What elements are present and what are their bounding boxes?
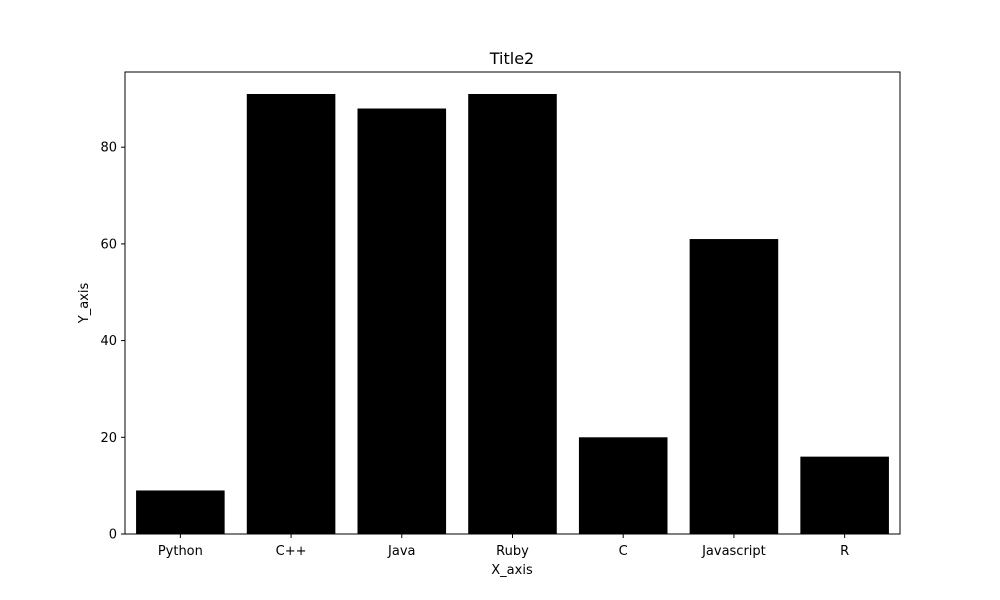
y-axis-title: Y_axis xyxy=(77,283,92,325)
x-tick-label: Javascript xyxy=(701,544,766,559)
y-tick-label: 80 xyxy=(100,141,117,156)
x-axis-title: X_axis xyxy=(491,563,533,578)
y-tick-label: 60 xyxy=(100,237,117,252)
y-tick-label: 20 xyxy=(100,431,117,446)
x-tick-label: Ruby xyxy=(496,544,529,559)
bar-r xyxy=(800,456,889,534)
bar-javascript xyxy=(689,239,779,535)
x-tick-label: C xyxy=(619,544,628,559)
bar-ruby xyxy=(468,94,557,534)
x-tick-label: Java xyxy=(387,544,415,559)
bar-c xyxy=(578,437,668,534)
chart-title: Title2 xyxy=(489,49,534,68)
y-tick-label: 40 xyxy=(100,334,117,349)
x-tick-label: Python xyxy=(158,544,203,559)
x-tick-label: R xyxy=(840,544,849,559)
bar-cplusplus xyxy=(246,94,336,534)
x-tick-label: C++ xyxy=(276,544,307,559)
y-tick-label: 0 xyxy=(109,528,117,543)
plot-area: Python C++ Java Ruby C Javascript R 0 20 40 60 80 xyxy=(100,94,889,559)
plot-frame xyxy=(124,71,901,535)
bar-python xyxy=(136,490,225,534)
bar-java xyxy=(357,108,447,534)
